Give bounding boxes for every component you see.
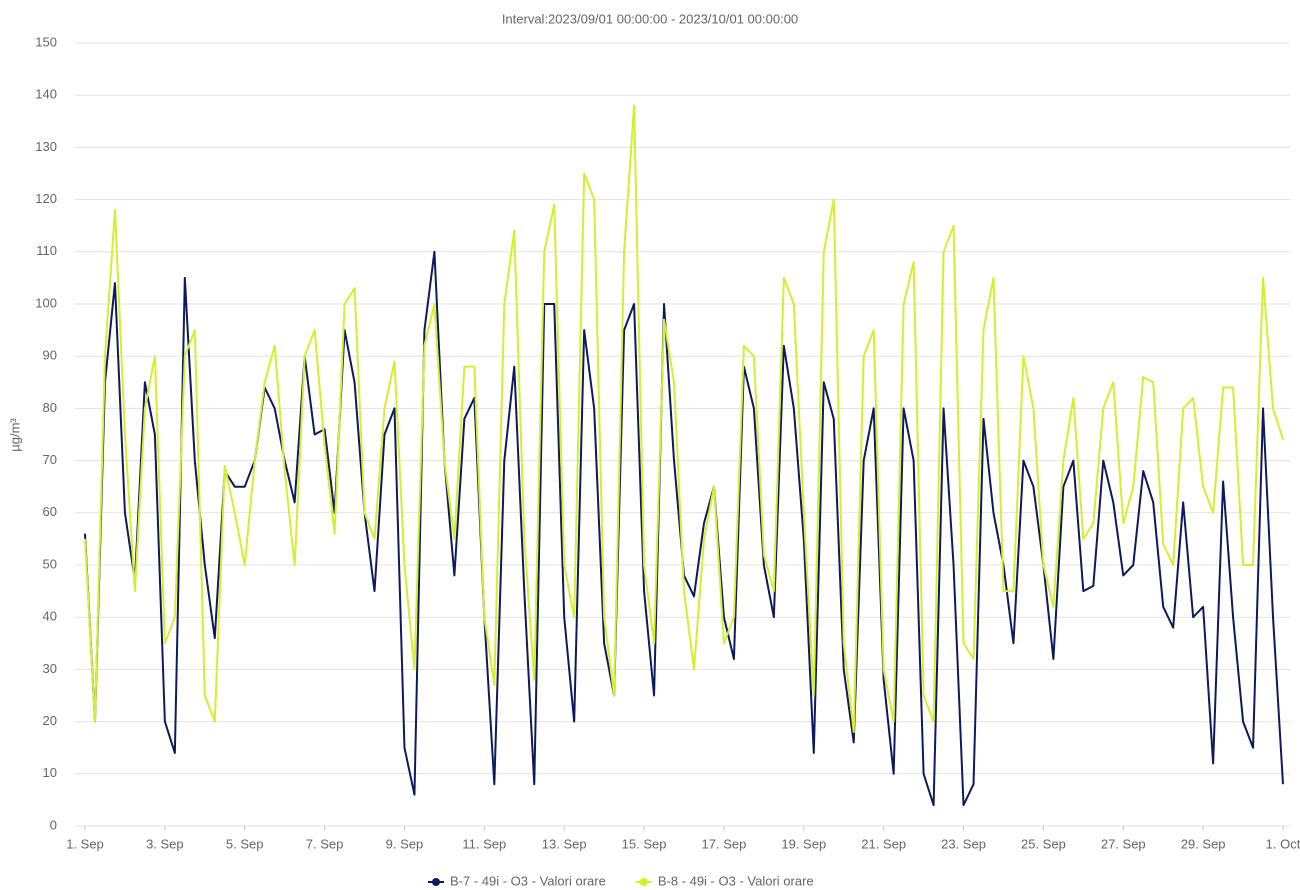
x-tick-label: 19. Sep [781,836,826,851]
x-tick-label: 17. Sep [702,836,747,851]
legend-marker [432,878,440,886]
x-tick-label: 27. Sep [1101,836,1146,851]
y-tick-label: 60 [43,504,57,519]
x-tick-label: 25. Sep [1021,836,1066,851]
y-tick-label: 10 [43,765,57,780]
legend-label: B-8 - 49i - O3 - Valori orare [658,873,814,888]
x-tick-label: 13. Sep [542,836,587,851]
chart-title: Interval:2023/09/01 00:00:00 - 2023/10/0… [502,11,798,26]
x-tick-label: 21. Sep [861,836,906,851]
y-tick-label: 120 [35,191,57,206]
y-tick-label: 70 [43,452,57,467]
x-tick-label: 1. Oct [1266,836,1300,851]
x-tick-label: 5. Sep [226,836,264,851]
y-tick-label: 30 [43,661,57,676]
legend: B-7 - 49i - O3 - Valori orare B-8 - 49i -… [428,873,814,888]
x-tick-label: 3. Sep [146,836,184,851]
x-tick-label: 9. Sep [386,836,424,851]
y-tick-label: 110 [36,243,57,258]
series-line [84,104,1284,734]
y-tick-label: 0 [50,817,57,832]
x-tick-label: 15. Sep [622,836,667,851]
y-tick-label: 20 [43,713,57,728]
y-tick-label: 40 [43,609,57,624]
y-tick-label: 50 [43,556,57,571]
x-tick-label: 11. Sep [462,836,506,851]
y-tick-label: 130 [35,139,57,154]
y-tick-label: 140 [35,87,57,102]
legend-label: B-7 - 49i - O3 - Valori orare [450,873,606,888]
y-axis-label: µg/m³ [7,418,22,452]
y-tick-label: 80 [43,400,57,415]
y-tick-label: 100 [35,295,57,310]
x-tick-label: 7. Sep [306,836,344,851]
y-tick-label: 150 [35,34,57,49]
legend-marker [639,878,648,886]
y-tick-label: 90 [43,348,57,363]
x-tick-label: 23. Sep [941,836,986,851]
series-line [84,250,1284,807]
x-tick-label: 1. Sep [66,836,104,851]
x-tick-label: 29. Sep [1181,836,1226,851]
